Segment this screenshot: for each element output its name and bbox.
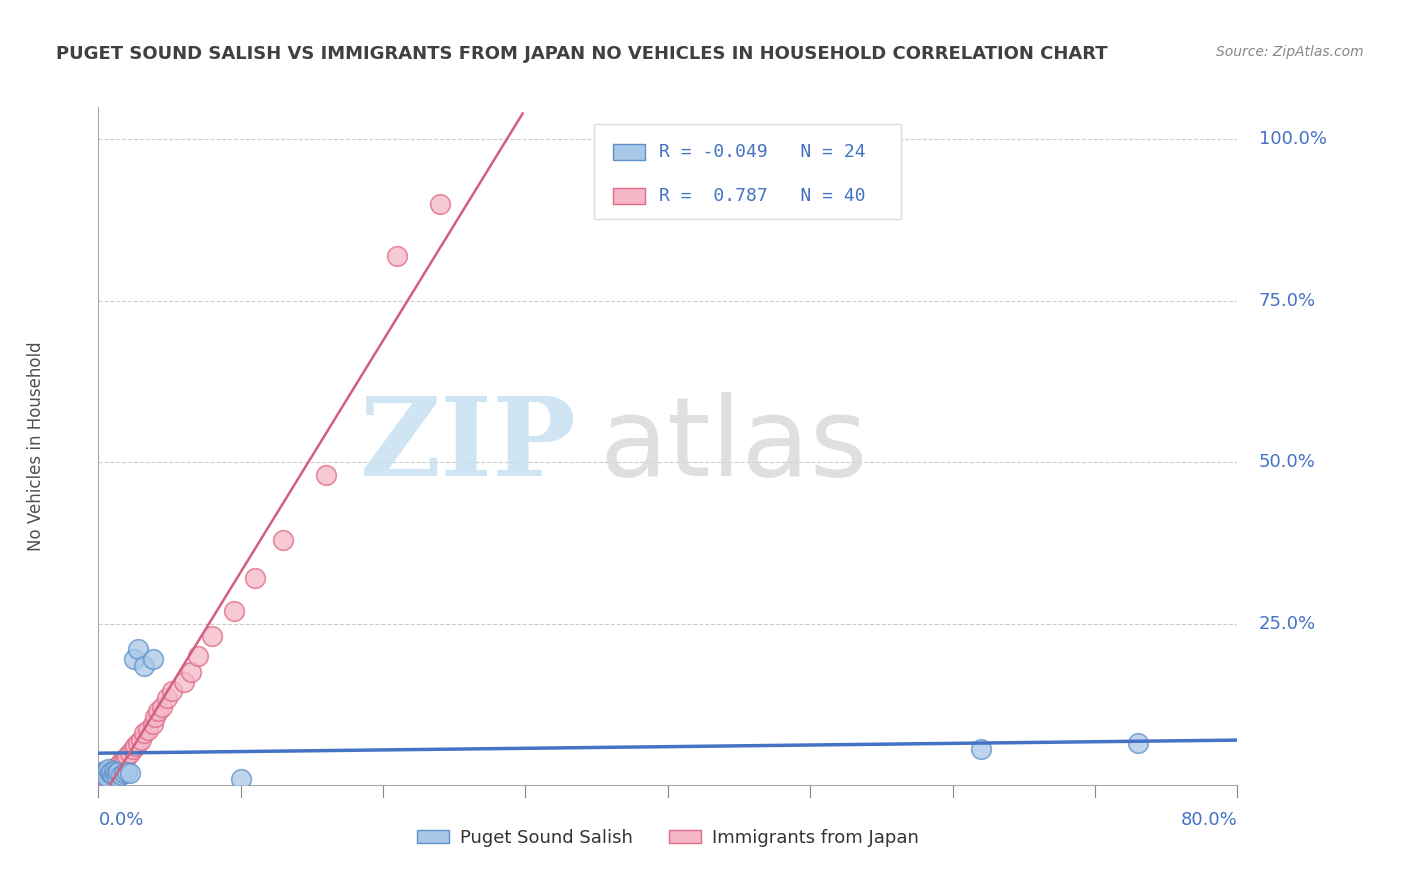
Text: No Vehicles in Household: No Vehicles in Household <box>27 341 45 551</box>
Point <box>132 726 155 740</box>
Point <box>222 604 245 618</box>
Point <box>103 764 125 778</box>
Point <box>94 764 117 778</box>
Point <box>118 746 141 760</box>
Legend: Puget Sound Salish, Immigrants from Japan: Puget Sound Salish, Immigrants from Japa… <box>409 822 927 854</box>
Text: ZIP: ZIP <box>360 392 576 500</box>
Point <box>97 768 120 782</box>
Point <box>100 765 122 780</box>
Text: 75.0%: 75.0% <box>1258 292 1316 310</box>
Point <box>110 756 132 770</box>
Text: Source: ZipAtlas.com: Source: ZipAtlas.com <box>1216 45 1364 59</box>
Text: 25.0%: 25.0% <box>1258 615 1316 632</box>
Point <box>243 571 266 585</box>
Text: 50.0%: 50.0% <box>1258 453 1316 471</box>
Point <box>112 753 135 767</box>
Point <box>110 767 132 781</box>
Point <box>115 765 138 780</box>
Point <box>112 765 135 780</box>
Point <box>273 533 295 547</box>
Point <box>173 674 195 689</box>
Point <box>429 197 451 211</box>
Text: 0.0%: 0.0% <box>98 811 143 829</box>
Point <box>108 757 131 772</box>
Point <box>103 764 125 778</box>
Point <box>141 652 163 666</box>
Point <box>107 765 129 780</box>
Point <box>122 652 145 666</box>
Point <box>970 742 993 756</box>
Text: 100.0%: 100.0% <box>1258 130 1327 148</box>
Point <box>100 766 122 780</box>
Point <box>1126 736 1149 750</box>
Point <box>127 736 149 750</box>
Point <box>127 642 149 657</box>
Point <box>152 700 174 714</box>
Point <box>114 752 136 766</box>
Point <box>96 770 118 784</box>
Point <box>141 716 163 731</box>
Point <box>104 766 127 780</box>
FancyBboxPatch shape <box>613 144 645 160</box>
Point <box>91 772 114 787</box>
Point <box>107 758 129 772</box>
FancyBboxPatch shape <box>593 124 901 219</box>
Point <box>129 732 152 747</box>
Point <box>98 765 121 780</box>
Point <box>93 770 115 784</box>
Point <box>90 765 112 780</box>
Point <box>180 665 202 679</box>
Point <box>118 766 141 780</box>
Point <box>229 772 252 786</box>
Point <box>201 630 224 644</box>
Point <box>115 748 138 763</box>
Text: R = -0.049   N = 24: R = -0.049 N = 24 <box>659 143 865 161</box>
Point <box>98 766 121 780</box>
Point <box>148 704 170 718</box>
Point <box>132 658 155 673</box>
FancyBboxPatch shape <box>613 187 645 203</box>
Point <box>121 742 143 756</box>
Point <box>124 739 146 754</box>
Point <box>101 762 124 776</box>
Point <box>387 248 409 262</box>
Text: PUGET SOUND SALISH VS IMMIGRANTS FROM JAPAN NO VEHICLES IN HOUSEHOLD CORRELATION: PUGET SOUND SALISH VS IMMIGRANTS FROM JA… <box>56 45 1108 62</box>
Text: atlas: atlas <box>599 392 868 500</box>
Point <box>97 762 120 776</box>
Point <box>91 766 114 780</box>
Point <box>101 768 124 782</box>
Point <box>162 684 184 698</box>
Point <box>94 772 117 786</box>
Point <box>96 766 118 780</box>
Point <box>187 648 209 663</box>
Point <box>90 768 112 782</box>
Text: R =  0.787   N = 40: R = 0.787 N = 40 <box>659 187 865 205</box>
Text: 80.0%: 80.0% <box>1181 811 1237 829</box>
Point <box>136 723 159 737</box>
Point <box>105 770 128 784</box>
Point <box>156 690 179 705</box>
Point <box>145 710 167 724</box>
Point <box>93 768 115 782</box>
Point <box>105 760 128 774</box>
Point <box>315 468 337 483</box>
